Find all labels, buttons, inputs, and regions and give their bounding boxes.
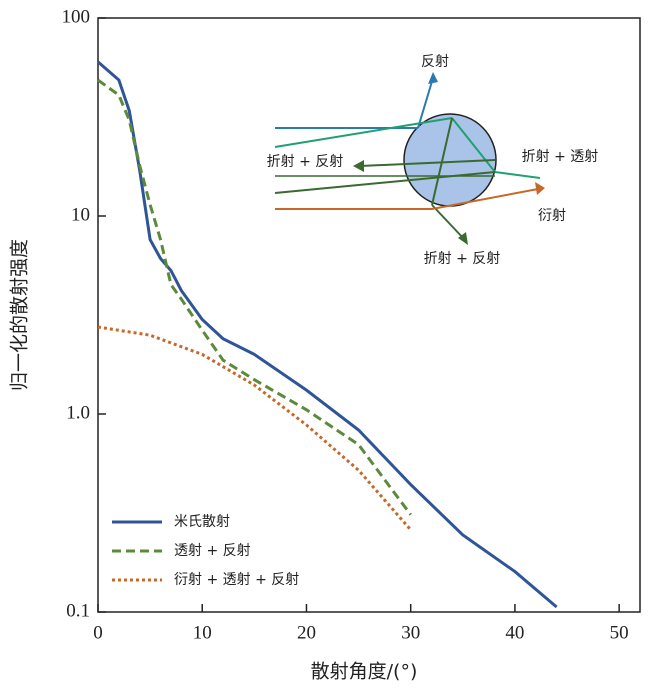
legend-label: 米氏散射	[174, 514, 230, 530]
x-axis-label: 散射角度/(°)	[311, 661, 418, 683]
y-axis-label: 归一化的散射强度	[9, 239, 31, 391]
y-tick-label: 10	[71, 204, 90, 225]
x-tick-label: 20	[297, 622, 316, 643]
y-tick-label: 0.1	[66, 600, 90, 621]
plot-frame	[97, 17, 641, 613]
annotation: 衍射	[538, 208, 566, 224]
series-line	[97, 325, 412, 531]
y-tick-label: 100	[62, 6, 91, 27]
inset-diagram: 反射 折射 + 反射 折射 + 透射 衍射 折射 + 反射	[267, 54, 599, 267]
x-tick-label: 10	[193, 622, 212, 643]
x-tick-label: 30	[401, 622, 420, 643]
series-line	[97, 60, 558, 609]
annotation: 折射 + 反射	[424, 251, 501, 267]
annotation: 折射 + 透射	[522, 149, 599, 165]
x-tick-label: 0	[93, 622, 103, 643]
series-line	[97, 78, 412, 516]
x-tick-label: 50	[610, 622, 629, 643]
y-tick-label: 1.0	[66, 402, 90, 423]
legend-label: 衍射 + 透射 + 反射	[174, 572, 299, 588]
x-tick-label: 40	[505, 622, 524, 643]
legend-label: 透射 + 反射	[174, 543, 251, 559]
annotation: 折射 + 反射	[267, 154, 344, 170]
annotation: 反射	[421, 54, 449, 70]
